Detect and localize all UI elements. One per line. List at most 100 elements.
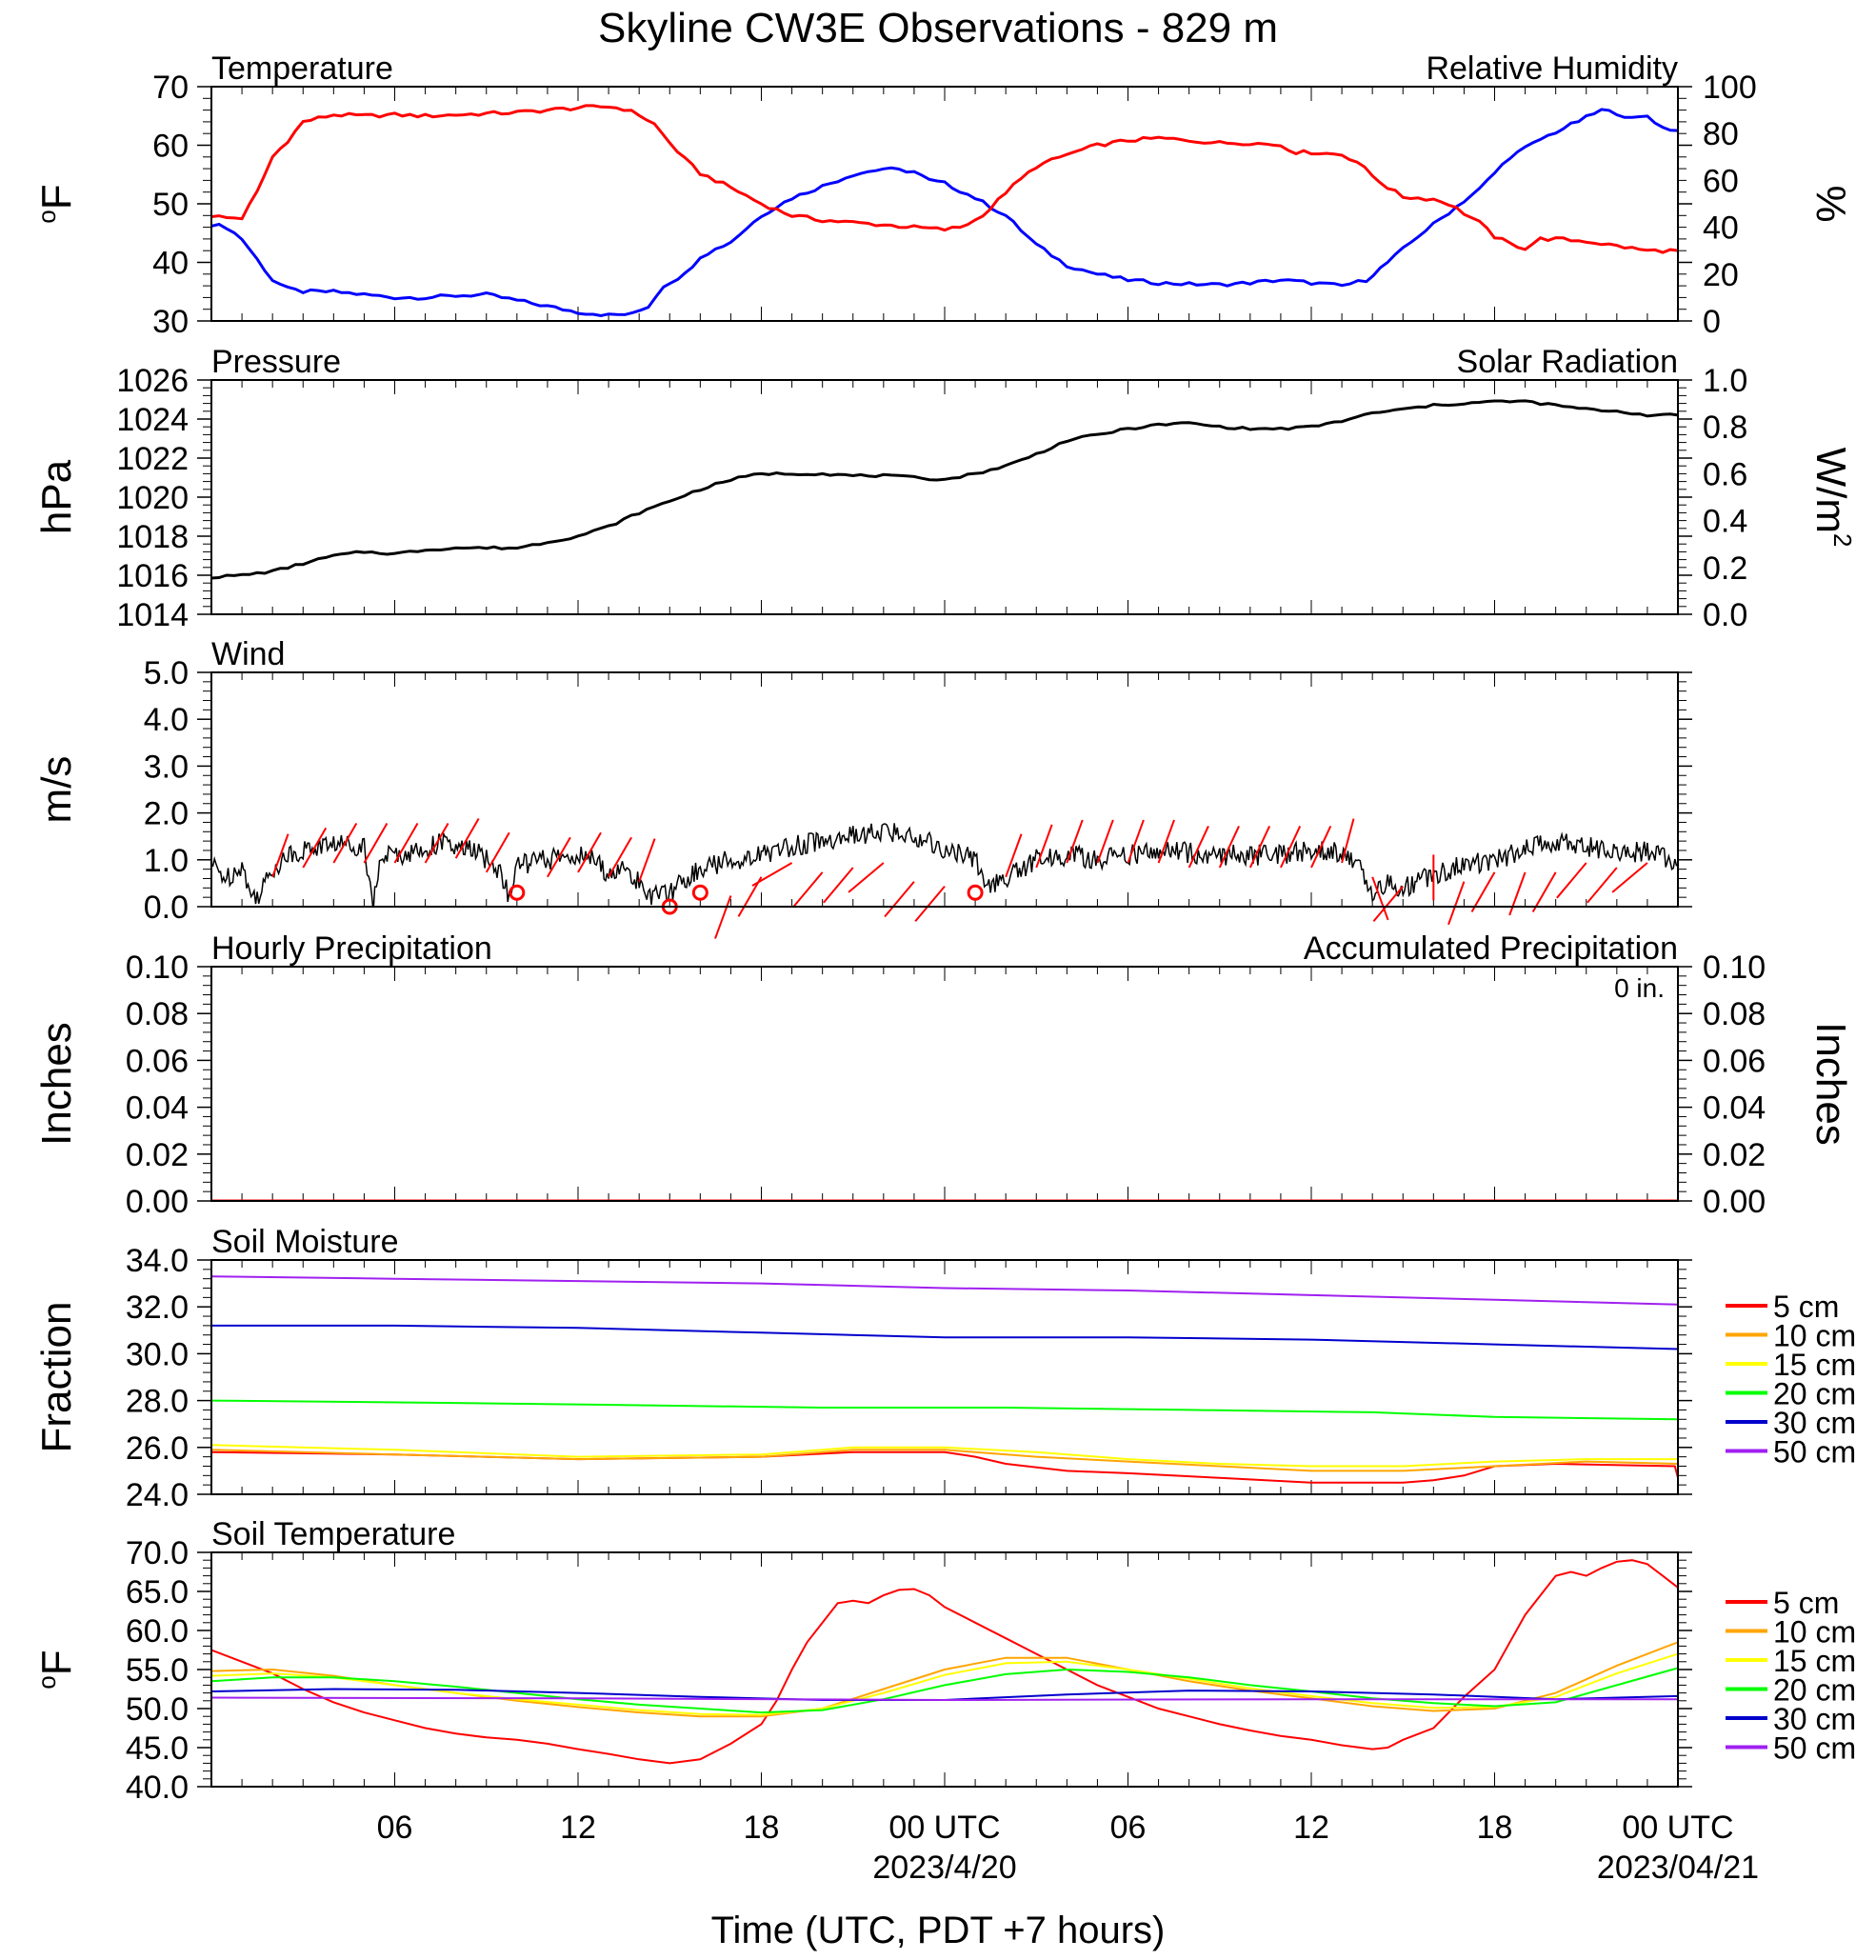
y-tick-label: 0.10 <box>126 950 189 986</box>
wind-barb <box>1035 824 1053 869</box>
y-tick-label: 1020 <box>116 480 189 516</box>
wind-barb <box>363 822 389 864</box>
y-tick-label: 32.0 <box>126 1290 189 1326</box>
legend-label: 50 cm <box>1773 1435 1856 1470</box>
wind-barb <box>884 881 915 918</box>
panel-soil_moisture: 24.0 26.0 28.0 30.0 32.0 34.0 Soil Moisture Fra… <box>33 1224 1856 1513</box>
y-tick-label-right: 0.02 <box>1703 1137 1766 1173</box>
wind-calm-marker <box>509 884 526 901</box>
y-axis-label-left: Inches <box>33 1022 80 1146</box>
y-tick-label: 60.0 <box>126 1613 189 1650</box>
wind-barb <box>714 895 732 939</box>
y-axis-label-left: m/s <box>33 756 80 824</box>
x-tick-label: 12 <box>1293 1810 1329 1846</box>
wind-barb <box>485 831 510 873</box>
plot-frame <box>210 671 1679 908</box>
legend-label: 15 cm <box>1773 1348 1856 1382</box>
wind-calm-marker <box>967 884 984 901</box>
y-tick-label-right: 60 <box>1703 163 1739 199</box>
series-line-50-cm <box>211 1275 1678 1306</box>
y-tick-label: 0.04 <box>126 1090 189 1127</box>
y-tick-label: 5.0 <box>144 655 189 691</box>
wind-barb <box>1005 833 1023 878</box>
wind-barb <box>1096 819 1114 864</box>
y-tick-label: 2.0 <box>144 796 189 832</box>
wind-barb <box>1066 819 1084 864</box>
wind-barb <box>1470 871 1496 912</box>
y-tick-label: 40 <box>152 246 189 282</box>
series-line-relative-humidity <box>211 104 1678 254</box>
y-tick-label: 4.0 <box>144 702 189 738</box>
wind-barb <box>1157 819 1175 864</box>
unit-f: F <box>33 184 80 210</box>
y-axis-label-left: Fraction <box>33 1302 80 1453</box>
wind-barb <box>638 838 656 883</box>
panel-wind: 0.0 1.0 2.0 3.0 4.0 5.0 Wind m/s <box>33 636 1692 939</box>
panel-title-left: Temperature <box>211 50 393 87</box>
y-tick-label: 45.0 <box>126 1730 189 1767</box>
y-tick-label: 50 <box>152 187 189 223</box>
y-axis-label-right: Inches <box>1807 1022 1854 1146</box>
y-tick-label: 3.0 <box>144 749 189 785</box>
y-tick-label: 1016 <box>116 558 189 594</box>
series-line-20-cm <box>211 1667 1678 1714</box>
panel-soil_temperature: 40.045.050.055.060.065.070.0 Soil Tempera… <box>32 1516 1856 1806</box>
legend-label: 10 cm <box>1773 1615 1856 1650</box>
plot-frame <box>210 966 1679 1202</box>
series-line-pressure <box>211 399 1678 580</box>
series-line-5-cm <box>211 1559 1678 1765</box>
legend-label: 30 cm <box>1773 1702 1856 1736</box>
wind-barb <box>547 836 571 878</box>
panel-title-right: Accumulated Precipitation <box>1304 930 1678 967</box>
y-axis-label-left: hPa <box>33 459 80 534</box>
unit-superscript: 2 <box>1828 533 1857 547</box>
degree-o: o <box>32 1675 61 1689</box>
unit-text: % <box>1807 185 1854 222</box>
wind-barb <box>424 822 449 864</box>
y-axis-label-left: oF <box>32 1650 80 1689</box>
y-tick-label: 60 <box>152 129 189 165</box>
panel-title-left: Hourly Precipitation <box>211 930 492 967</box>
unit-text: Inches <box>1807 1022 1854 1146</box>
series-group <box>211 399 1678 580</box>
y-tick-label: 1026 <box>116 363 189 399</box>
y-tick-label: 0.0 <box>144 890 189 926</box>
wind-calm-marker <box>691 884 708 901</box>
wind-barb <box>1611 862 1648 893</box>
legend-label: 15 cm <box>1773 1644 1856 1678</box>
x-tick-label: 00 UTC <box>888 1810 1000 1846</box>
wind-barb <box>1508 871 1527 916</box>
wind-barb <box>1127 819 1145 864</box>
y-tick-label: 1.0 <box>144 843 189 879</box>
x-tick-label: 12 <box>560 1810 596 1846</box>
y-tick-label-right: 20 <box>1703 257 1739 293</box>
accumulated-total: 0 in. <box>1614 973 1665 1003</box>
series-group <box>211 1559 1678 1765</box>
unit-f: F <box>33 1650 80 1675</box>
legend-label: 50 cm <box>1773 1731 1856 1766</box>
y-tick-label: 0.06 <box>126 1043 189 1079</box>
legend-label: 5 cm <box>1773 1290 1839 1324</box>
y-tick-label: 30 <box>152 304 189 340</box>
wind-barb <box>393 822 419 864</box>
series-line-20-cm <box>211 1399 1678 1421</box>
legend-label: 10 cm <box>1773 1319 1856 1353</box>
wind-barb <box>1187 826 1209 869</box>
y-tick-label-right: 80 <box>1703 116 1739 152</box>
wind-barb <box>332 822 358 864</box>
y-tick-label-right: 1.0 <box>1703 363 1747 399</box>
plot-frame <box>210 379 1679 615</box>
y-tick-label: 1022 <box>116 441 189 477</box>
legend-label: 20 cm <box>1773 1673 1856 1708</box>
plot-frame <box>210 1551 1679 1788</box>
panel-title-left: Wind <box>211 636 285 672</box>
wind-barb <box>914 885 946 923</box>
wind-barb <box>1371 876 1389 921</box>
plot-frame <box>210 86 1679 322</box>
y-axis-label-left: oF <box>32 184 80 223</box>
wind-barb <box>1248 826 1271 869</box>
panel-title-left: Soil Moisture <box>211 1224 399 1260</box>
wind-barb <box>792 871 824 909</box>
